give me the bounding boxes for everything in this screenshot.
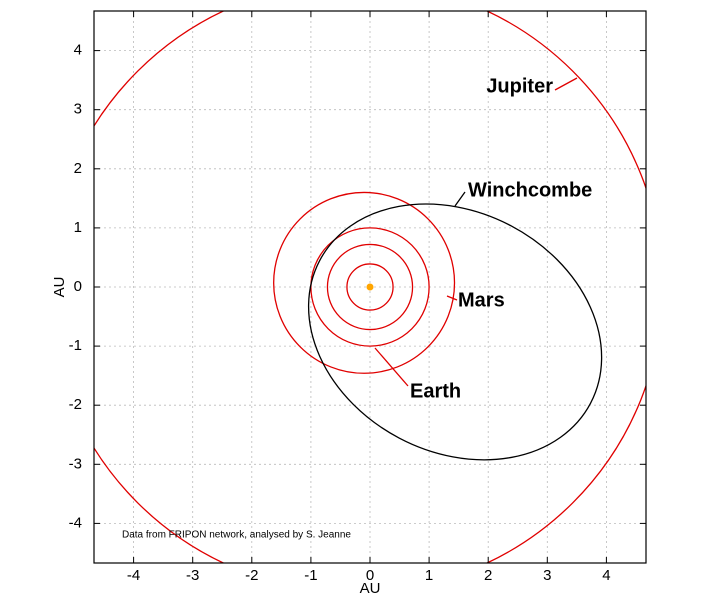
- orbits: [94, 11, 646, 563]
- orbit: [273, 191, 456, 374]
- note: Data from FRIPON network, analysed by S.…: [122, 530, 351, 541]
- orbit-label: Mars: [458, 289, 505, 311]
- orbit-label: Earth: [410, 380, 461, 402]
- orbit-label: Winchcombe: [468, 179, 592, 201]
- x-tick-label: 0: [366, 567, 374, 584]
- y-tick-label: -2: [69, 396, 82, 413]
- orbit: [346, 263, 394, 311]
- leader-line: [374, 347, 409, 387]
- leader-line: [446, 295, 458, 301]
- x-tick-label: 2: [484, 567, 492, 584]
- y-tick-label: -3: [69, 455, 82, 472]
- orbit: [94, 11, 646, 563]
- x-tick-label: -1: [304, 567, 317, 584]
- x-tick-label: 4: [602, 567, 610, 584]
- x-tick-label: 1: [425, 567, 433, 584]
- x-tick-label: -3: [186, 567, 199, 584]
- y-tick-label: -1: [69, 337, 82, 354]
- y-axis-label: AU: [51, 277, 68, 298]
- y-tick-label: 4: [74, 42, 82, 59]
- orbit: [307, 203, 603, 461]
- y-tick-label: 1: [74, 219, 82, 236]
- x-tick-label: 3: [543, 567, 551, 584]
- orbit: [326, 243, 414, 331]
- leader-line: [454, 191, 466, 207]
- y-tick-label: 0: [74, 278, 82, 295]
- y-tick-label: 2: [74, 160, 82, 177]
- x-tick-label: -4: [127, 567, 140, 584]
- x-tick-label: -2: [245, 567, 258, 584]
- y-tick-label: -4: [69, 514, 82, 531]
- y-tick-label: 3: [74, 101, 82, 118]
- sun: [366, 283, 374, 291]
- orbit-label: Jupiter: [486, 75, 553, 97]
- x-axis-label: AU: [360, 580, 381, 597]
- leader-line: [554, 77, 578, 91]
